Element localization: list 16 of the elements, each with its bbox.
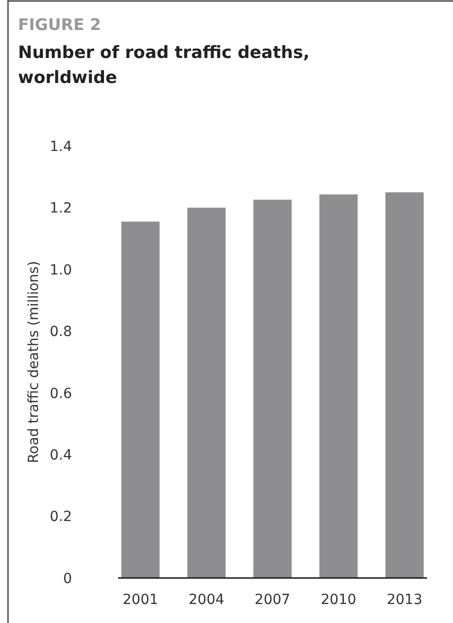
y-tick-label: 0.2 bbox=[50, 509, 72, 526]
y-tick-label: 0.6 bbox=[50, 386, 72, 402]
y-axis-title: Road traffic deaths (millions) bbox=[26, 260, 42, 464]
x-tick-label: 2001 bbox=[122, 592, 158, 608]
y-tick-label: 1.4 bbox=[50, 138, 72, 155]
y-tick-label: 0.4 bbox=[50, 447, 72, 464]
y-tick-label: 1.2 bbox=[50, 200, 72, 217]
y-tick-label: 1.0 bbox=[50, 262, 72, 278]
chart-title: Number of road traffic deaths, worldwide bbox=[18, 43, 310, 88]
chart-subtitle: FIGURE 2 bbox=[18, 15, 101, 34]
y-tick-label: 0 bbox=[63, 570, 72, 587]
x-tick-label: 2007 bbox=[254, 592, 290, 608]
y-tick-label: 0.8 bbox=[50, 324, 72, 340]
x-tick-label: 2013 bbox=[386, 592, 422, 608]
x-tick-label: 2004 bbox=[188, 592, 224, 608]
x-tick-label: 2010 bbox=[320, 592, 356, 608]
